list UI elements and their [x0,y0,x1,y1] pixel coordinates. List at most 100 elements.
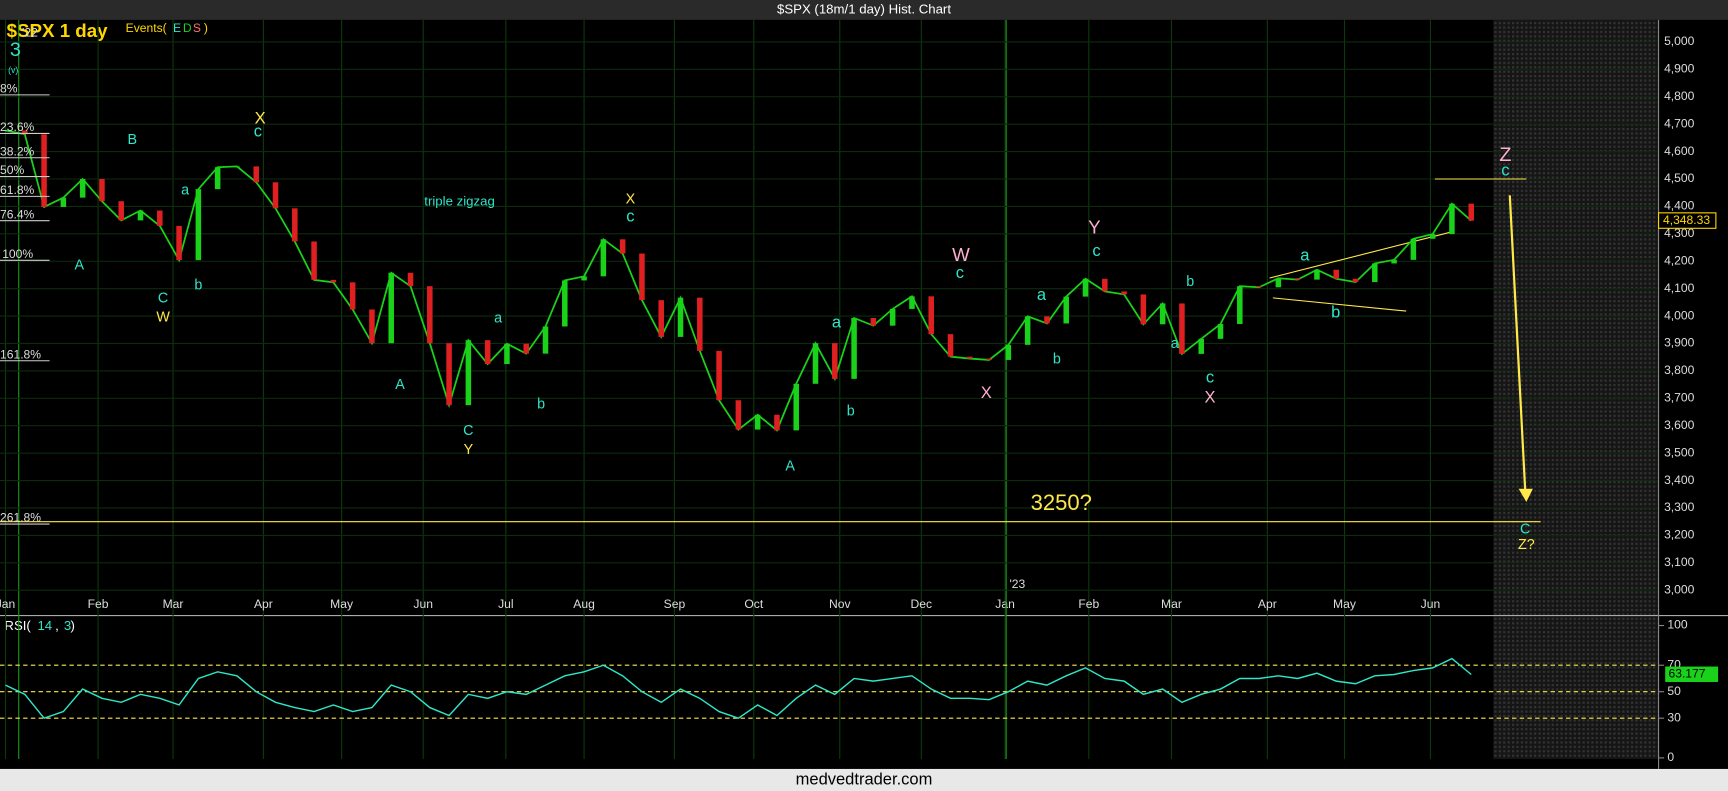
wave-label: b [537,397,545,413]
wave-label: Z? [1518,537,1535,553]
events-close: ) [204,21,208,35]
last-price: 4,348.33 [1663,213,1710,227]
y-tick-label: 4,400 [1664,199,1695,213]
candle [504,343,510,365]
arrow [1508,195,1527,491]
wave-label: A [75,258,85,274]
candle [1198,338,1204,354]
candle [600,239,607,277]
x-tick-label: Jan [995,597,1015,611]
wave-label: X [981,383,992,402]
y-tick-label: 3,800 [1664,363,1695,377]
last-price-box [1658,212,1717,229]
candle [947,334,954,357]
wave-label: a [181,183,189,199]
rsi-last: 63.177 [1668,666,1705,680]
fib-label: 76.4% [0,207,35,221]
candle [1468,203,1474,221]
wave-label: a [1300,245,1310,264]
candle [214,167,221,190]
fib-label: 100% [2,247,33,261]
candle [619,239,626,254]
fib-label: 161.8% [0,347,41,361]
candle [465,340,472,406]
candle [581,276,587,281]
wave-label: b [1053,351,1061,367]
candle [1314,269,1320,280]
candle [523,343,529,354]
candle [1391,259,1397,264]
wave-label: A [395,377,405,393]
x-tick-label: Aug [573,597,595,611]
candle [407,272,414,287]
wave-label: c [1092,241,1100,260]
y-tick-label: 4,300 [1664,226,1695,240]
wave-label: b [847,403,855,419]
candle [234,166,240,168]
candle [1005,344,1012,360]
wave-label: 3250? [1031,490,1092,515]
y-tick-label: 3,100 [1664,555,1695,569]
y-tick-label: 4,000 [1664,308,1695,322]
x-tick-label: Mar [1161,597,1182,611]
event-letter: D [183,21,192,35]
wave-label: Y [1088,216,1101,237]
candle [1217,324,1224,339]
wave-label: a [1037,285,1047,304]
wave-label: triple zigzag [424,193,495,208]
year-label: '23 [1009,577,1025,591]
candle [639,253,645,301]
candle [195,189,202,261]
candle [1102,278,1108,292]
candle [967,356,973,359]
rsi-tick-label: 100 [1667,618,1687,632]
y-tick-label: 3,000 [1664,582,1695,596]
wave-label: (v) [8,65,18,75]
wave-label: X [626,191,636,207]
rsi-tick-label: 30 [1667,710,1681,724]
candle [851,317,857,379]
wave-label: c [626,207,634,226]
candle [1159,303,1166,325]
wave-label: C [158,291,168,307]
x-tick-label: Apr [1258,597,1277,611]
title-bar [0,0,1728,20]
events: Events( [126,21,167,35]
wave-label: W [156,310,170,326]
wave-label: W [952,244,970,265]
candle [889,308,896,326]
candle [1429,234,1436,239]
candle [176,225,182,261]
wave-label: 3 [10,39,21,61]
y-tick-label: 3,900 [1664,336,1695,350]
candle [812,343,819,384]
rsi-param: , [55,618,59,633]
wave-label: Y [464,442,474,458]
trendline [1272,297,1407,312]
candle [22,130,28,135]
candle [832,343,838,379]
y-tick-label: 3,700 [1664,391,1695,405]
candle [349,282,356,310]
candle [909,296,915,309]
candle [137,210,144,221]
candle [1063,296,1069,324]
y-tick-label: 4,500 [1664,171,1695,185]
candle [427,286,433,344]
candle [1121,291,1127,295]
wave-label: a [832,313,842,332]
candle [735,400,742,430]
candle [1024,316,1031,345]
candle [1410,238,1417,260]
x-tick-label: Nov [829,597,851,611]
candle [1082,278,1089,297]
x-tick-label: Sep [664,597,686,611]
candle [99,178,105,202]
future-area [1493,19,1659,760]
fib-label: 38.2% [0,144,35,158]
rsi-tick-label: 0 [1667,750,1674,764]
candle [292,208,298,242]
candle [388,272,394,344]
candle [1179,303,1185,354]
